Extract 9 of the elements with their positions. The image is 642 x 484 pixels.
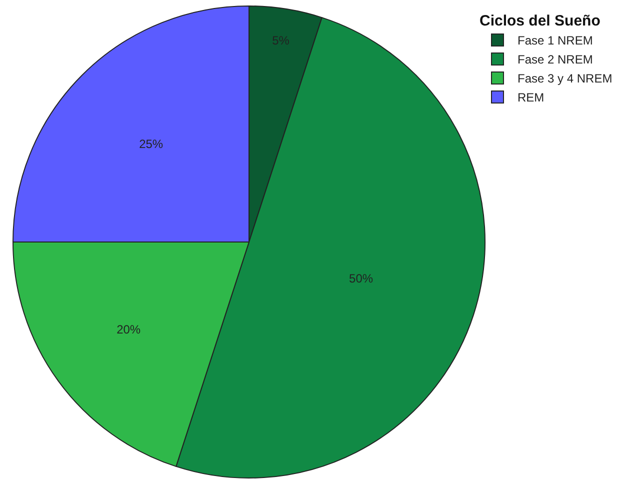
data-label: 20% — [116, 322, 141, 336]
data-label: 25% — [139, 137, 164, 152]
legend-label: Fase 3 y 4 NREM — [518, 72, 612, 86]
legend-label: Fase 1 NREM — [518, 34, 593, 48]
data-label: 5% — [272, 33, 290, 48]
legend-label: REM — [518, 90, 544, 105]
legend-title: Ciclos del Sueño — [480, 12, 600, 30]
legend-label: Fase 2 NREM — [518, 52, 593, 67]
data-label: 50% — [349, 271, 374, 286]
